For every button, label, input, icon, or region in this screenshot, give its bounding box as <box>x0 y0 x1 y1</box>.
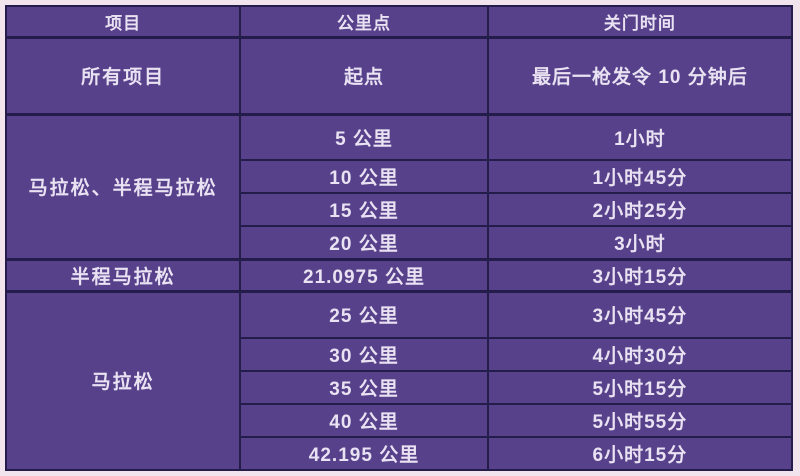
km-point-cell: 5 公里 <box>239 112 489 161</box>
table-row: 40 公里 5小时55分 <box>6 403 794 438</box>
km-point-cell: 40 公里 <box>239 403 489 438</box>
table-row: 30 公里 4小时30分 <box>6 337 794 372</box>
table-row: 15 公里 2小时25分 <box>6 192 794 227</box>
table-row: 马拉松 25 公里 3小时45分 <box>4 289 794 471</box>
table-row: 半程马拉松 21.0975 公里 3小时15分 <box>4 257 794 292</box>
km-point-cell: 10 公里 <box>239 159 489 194</box>
event-group: 马拉松、半程马拉松 5 公里 1小时 10 公里 1小时45分 15 公里 2小时25分 20… <box>4 112 794 260</box>
cutoff-time-cell: 3小时 <box>486 225 794 260</box>
table-row: 马拉松、半程马拉松 5 公里 1小时 <box>4 112 794 260</box>
cutoff-time-cell: 3小时45分 <box>486 289 794 339</box>
event-name-cell: 马拉松、半程马拉松 <box>4 112 242 260</box>
event-name-cell: 马拉松 <box>4 289 242 471</box>
cutoff-time-cell: 最后一枪发令 10 分钟后 <box>486 35 794 115</box>
header-row: 项目 公里点 关门时间 <box>4 5 794 39</box>
km-point-cell: 25 公里 <box>239 289 489 339</box>
table-row: 所有项目 起点 最后一枪发令 10 分钟后 <box>4 35 794 115</box>
table-row: 35 公里 5小时15分 <box>6 370 794 405</box>
km-point-cell: 15 公里 <box>239 192 489 227</box>
km-point-cell: 21.0975 公里 <box>239 257 489 292</box>
event-name-cell: 所有项目 <box>4 35 242 115</box>
cutoff-time-cell: 1小时 <box>486 112 794 161</box>
km-point-cell: 20 公里 <box>239 225 489 260</box>
cutoff-time-cell: 6小时15分 <box>486 436 794 471</box>
cutoff-time-cell: 4小时30分 <box>486 337 794 372</box>
cutoff-time-cell: 5小时15分 <box>486 370 794 405</box>
table-row: 10 公里 1小时45分 <box>6 159 794 194</box>
cutoff-time-table: 项目 公里点 关门时间 所有项目 起点 最后一枪发令 10 分钟后 马拉松、半程马拉松… <box>4 5 794 471</box>
km-point-cell: 35 公里 <box>239 370 489 405</box>
col-header-km-point: 公里点 <box>239 5 489 39</box>
km-point-cell: 42.195 公里 <box>239 436 489 471</box>
cutoff-time-cell: 5小时55分 <box>486 403 794 438</box>
cutoff-time-cell: 2小时25分 <box>486 192 794 227</box>
cutoff-time-cell: 3小时15分 <box>486 257 794 292</box>
col-header-cutoff-time: 关门时间 <box>486 5 794 39</box>
cutoff-time-cell: 1小时45分 <box>486 159 794 194</box>
event-group: 半程马拉松 21.0975 公里 3小时15分 <box>4 257 794 292</box>
table-row: 20 公里 3小时 <box>6 225 794 260</box>
event-group: 马拉松 25 公里 3小时45分 30 公里 4小时30分 35 公里 5小时15分 40 公… <box>4 289 794 471</box>
col-header-event: 项目 <box>4 5 242 39</box>
event-name-cell: 半程马拉松 <box>4 257 242 292</box>
table-row: 42.195 公里 6小时15分 <box>6 436 794 471</box>
km-point-cell: 30 公里 <box>239 337 489 372</box>
km-point-cell: 起点 <box>239 35 489 115</box>
table-header: 项目 公里点 关门时间 <box>4 5 794 39</box>
event-group: 所有项目 起点 最后一枪发令 10 分钟后 <box>4 35 794 115</box>
